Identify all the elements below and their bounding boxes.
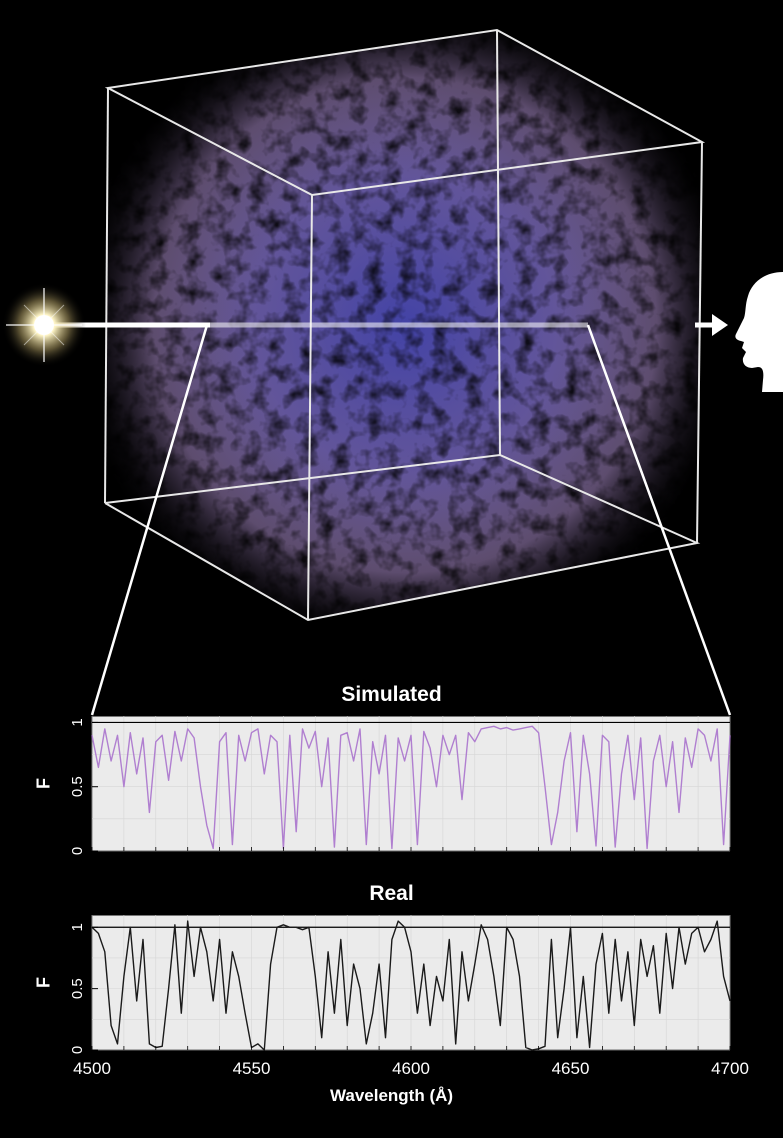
real-spectrum-plot: [91, 914, 731, 1051]
arrow-head-icon: [712, 314, 728, 336]
series-line: [91, 920, 731, 1051]
y-tick-label: 0.5: [69, 978, 86, 999]
series-line: [91, 725, 731, 850]
sightline: [40, 314, 732, 716]
plot-marks: [91, 920, 731, 1051]
y-axis-label-real: F: [33, 977, 54, 988]
simulated-spectrum-plot: [91, 715, 731, 852]
y-tick-label: 1: [69, 718, 86, 726]
x-tick-label: 4500: [73, 1059, 111, 1078]
x-tick-label: 4700: [711, 1059, 749, 1078]
quasar-star-icon: [2, 283, 86, 367]
x-tick-label: 4650: [552, 1059, 590, 1078]
plot-marks: [91, 721, 731, 852]
x-axis-label: Wavelength (Å): [329, 1086, 454, 1105]
y-tick-label: 0: [69, 1046, 86, 1054]
observer-head-icon: [735, 272, 783, 392]
chart-title-real: Real: [369, 882, 414, 905]
y-tick-label: 0.5: [69, 776, 86, 797]
x-tick-label: 4550: [233, 1059, 271, 1078]
y-tick-label: 0: [69, 847, 86, 855]
axis-text: 0 0.5 1 0 0.5 1 4500 4550 4600 4650 4700: [69, 718, 749, 1078]
y-tick-label: 1: [69, 923, 86, 931]
cube-edges: [104, 28, 706, 622]
chart-title-simulated: Simulated: [341, 683, 442, 706]
x-tick-label: 4600: [392, 1059, 430, 1078]
grid: [91, 915, 731, 1051]
y-axis-label-simulated: F: [33, 778, 54, 789]
